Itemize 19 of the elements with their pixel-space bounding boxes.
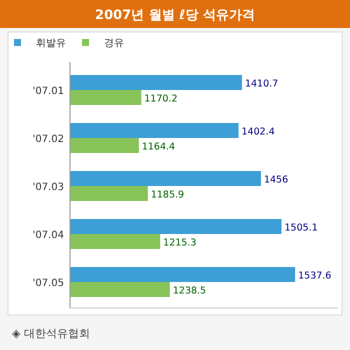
legend-label: 경유 — [104, 38, 124, 49]
data-label: 1456 — [264, 174, 288, 186]
data-label: 1410.7 — [244, 78, 278, 90]
data-label: 1215.3 — [163, 238, 196, 248]
y-tick-label: '07.01 — [32, 86, 64, 97]
data-label: 1238.5 — [172, 286, 206, 296]
y-tick-label: '07.02 — [32, 134, 64, 145]
data-label: 1537.6 — [298, 270, 332, 282]
text: ◈ 대한석유협회 — [12, 327, 90, 340]
data-label: 1170.2 — [144, 94, 178, 104]
data-label: 1505.1 — [284, 222, 318, 234]
data-label: 1402.4 — [242, 126, 275, 138]
data-label: 1185.9 — [150, 190, 184, 200]
y-tick-label: '07.05 — [32, 278, 64, 289]
chart-title: 2007년 월별 ℓ당 석유가격 — [95, 8, 255, 23]
y-tick-label: '07.03 — [32, 182, 64, 193]
y-tick-label: '07.04 — [32, 230, 64, 241]
legend-label: 휘발유 — [36, 38, 66, 49]
data-label: 1164.4 — [142, 142, 176, 152]
